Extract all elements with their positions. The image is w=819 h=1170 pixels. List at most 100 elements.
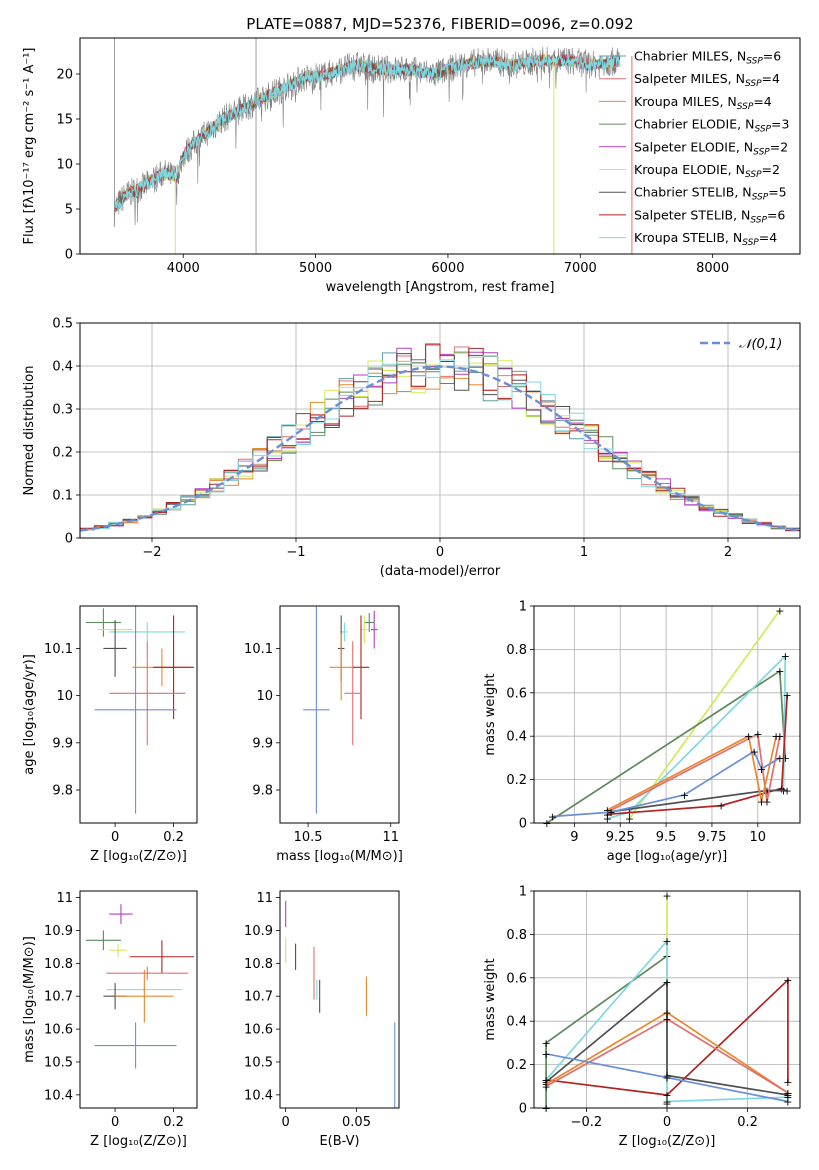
weight-marker: + [717,800,726,813]
weight-series-kroupa_miles [545,1011,789,1094]
weight-marker: + [541,1076,550,1089]
weight-marker: + [541,1080,550,1093]
weight-marker: + [662,1098,671,1111]
gaussian-curve [79,365,801,532]
weight-marker: + [548,810,557,823]
y-tick-label: 5 [65,203,73,218]
weight-marker: + [783,1091,792,1104]
y-tick-label: 10.9 [244,924,273,939]
weight-marker: + [762,795,771,808]
y-tick-label: 9.9 [52,736,73,751]
weight-marker: + [750,745,759,758]
weight-marker: + [541,1037,550,1050]
legend-entry: Chabrier ELODIE, NSSP=3 [634,117,789,135]
spectrum-model-kroupa_elodie [114,54,620,212]
weight-series-chabrier_stelib [545,980,789,1096]
y-tick-label: 10.8 [244,957,273,972]
y-tick-label: 10.5 [244,1055,273,1070]
axes-age-vs-mass: 10.5 11 9.8 9.9 10 10.1 mass [log₁₀(M/M⊙)] [244,605,403,864]
x-tick-label: 10 [750,830,767,845]
weight-marker: + [783,1087,792,1100]
x-tick-label: 6000 [431,261,464,276]
plot-area-weight-vs-Z: ++++++++ ++++++++++++++++++ [541,889,792,1115]
y-tick-label: 0.6 [506,971,527,986]
y-tick-label: 10.7 [44,990,73,1005]
legend-entry: Kroupa ELODIE, NSSP=2 [634,162,780,180]
y-tick-label: 0.2 [52,446,73,461]
weight-marker: + [603,804,612,817]
weight-marker: + [662,976,671,989]
y-tick-label: 10.1 [44,642,73,657]
legend-subscript: SSP [754,125,771,135]
x-tick-label: 0.2 [163,830,184,845]
legend-count: =3 [771,117,789,132]
figure-title: PLATE=0887, MJD=52376, FIBERID=0096, z=0… [246,15,633,33]
weight-marker: + [783,1076,792,1089]
x-tick-label: 0 [111,830,119,845]
y-tick-label: 10.8 [44,957,73,972]
weight-series-salpeter_stelib [607,694,789,816]
legend-count: =2 [770,139,788,154]
plot-area-residuals [79,343,801,532]
weight-series-blue [545,1052,789,1103]
y-tick-label: 0.1 [52,489,73,504]
plot-area-spectrum [113,38,633,254]
x-tick-label: −0.2 [571,1115,603,1130]
legend-entry: Kroupa STELIB, NSSP=4 [634,230,777,248]
x-tick-label: 9 [570,830,578,845]
x-tick-label: 8000 [696,261,729,276]
legend-subscript: SSP [745,170,762,180]
x-tick-label: 0.2 [163,1115,184,1130]
y-tick-label: 10.1 [244,642,273,657]
x-axis-label: Z [log₁₀(Z/Z⊙)] [90,1134,187,1149]
legend-entry: Chabrier STELIB, NSSP=5 [634,185,787,203]
weight-marker: + [783,1089,792,1102]
y-tick-label: 11 [56,891,73,906]
weight-marker: + [775,665,784,678]
y-tick-label: 20 [56,68,73,83]
weight-marker: + [757,795,766,808]
y-tick-label: 9.8 [252,783,273,798]
y-axis-label: Flux [fλ10⁻¹⁷ erg cm⁻² s⁻¹ A⁻¹] [22,48,37,245]
y-axis-label: Normed distribution [22,366,37,496]
y-tick-label: 10.4 [244,1088,273,1103]
weight-marker: + [662,1089,671,1102]
legend-count: =4 [762,71,780,86]
legend-entry: Salpeter ELODIE, NSSP=2 [634,139,788,157]
y-tick-label: 0.6 [506,686,527,701]
legend-count: =6 [767,207,785,222]
spectrum-model-chabrier_stelib [114,54,620,209]
y-tick-label: 10 [256,689,273,704]
weight-marker: + [753,728,762,741]
weight-series-kroupa_elodie [628,609,781,820]
y-tick-label: 1 [519,600,527,615]
spectrum-data-line [114,46,621,226]
axes-weight-vs-age: +++++++++++++++ ++++++++++ +++++9 9.25 9.5 9.… [483,600,801,864]
weight-marker: + [662,889,671,902]
y-tick-label: 10 [56,689,73,704]
weight-marker: + [606,806,615,819]
y-tick-label: 0 [65,248,73,263]
axes-spectrum: 4000 5000 6000 7000 8000 0 5 10 15 20 wavelength [… [22,37,801,295]
weight-series-chabrier_stelib [607,789,788,813]
y-axis-label: mass weight [483,958,498,1040]
weight-marker: + [662,1069,671,1082]
x-axis-label: Z [log₁₀(Z/Z⊙)] [90,849,187,864]
axes-frame [79,605,198,824]
y-tick-label: 0 [519,1102,527,1117]
x-tick-label: 2 [724,545,732,560]
y-tick-label: 0.5 [52,317,73,332]
axes-frame [279,605,400,824]
legend-subscript: SSP [746,57,763,67]
weight-marker: + [762,784,771,797]
y-tick-label: 10.4 [44,1088,73,1103]
weight-marker: + [603,808,612,821]
x-axis-label: age [log₁₀(age/yr)] [607,849,728,864]
axes-mass-vs-Z: 0 0.2 10.4 10.5 10.6 10.7 10.8 10.9 11 Z [log₁₀(Z… [22,890,198,1149]
weight-marker: + [757,763,766,776]
y-tick-label: 10 [56,158,73,173]
legend-subscript: SSP [737,102,754,112]
weight-marker: + [662,1007,671,1020]
x-tick-label: 11 [382,830,399,845]
y-tick-label: 0.4 [506,1015,527,1030]
